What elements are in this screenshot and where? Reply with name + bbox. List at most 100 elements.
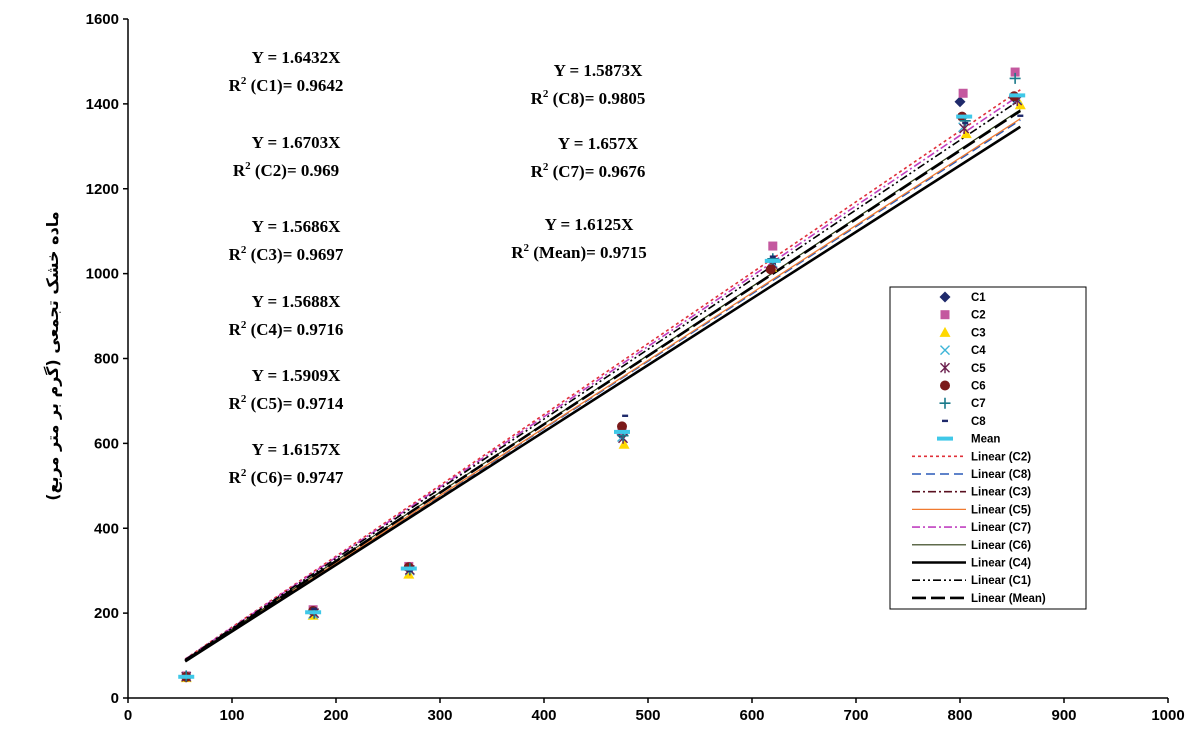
regression-equation: Y = 1.6157X xyxy=(252,440,342,459)
legend-marker xyxy=(940,345,950,356)
legend-box xyxy=(889,286,1087,610)
x-tick-label: 200 xyxy=(323,707,348,724)
legend-label: Linear (C4) xyxy=(971,558,1031,570)
axes: 0 200 400 600 800 1000 1200 1400 1600 0 100 200 300 4… xyxy=(86,11,1185,724)
legend-label: Mean xyxy=(971,434,1000,446)
data-point-c2 xyxy=(1010,67,1020,77)
regression-annotation: Y = 1.657X R2 (C7)= 0.9676 xyxy=(531,134,646,181)
legend-label: C3 xyxy=(971,327,986,339)
r-squared-value: R2 (C7)= 0.9676 xyxy=(531,161,646,181)
legend-entry-c2: C2 xyxy=(940,310,986,322)
y-tick-label: 600 xyxy=(94,435,119,452)
legend-label: Linear (C8) xyxy=(971,469,1031,481)
regression-equation: Y = 1.657X xyxy=(558,134,639,153)
legend-entry-trendline: Linear (C5) xyxy=(912,504,1031,516)
legend-entry-c3: C3 xyxy=(939,326,986,339)
legend-label: Linear (C1) xyxy=(971,575,1031,587)
regression-equation: Y = 1.5686X xyxy=(252,217,342,236)
data-point-c3 xyxy=(403,568,415,579)
legend-label: C5 xyxy=(971,363,986,375)
data-point-mean xyxy=(614,429,630,434)
data-point-c7 xyxy=(1009,72,1021,84)
legend-entry-mean: Mean xyxy=(937,434,1000,446)
data-point-mean xyxy=(305,610,322,615)
regression-equation: Y = 1.6703X xyxy=(252,133,342,152)
legend-entry-c6: C6 xyxy=(940,380,986,393)
legend-label: C7 xyxy=(971,398,986,410)
legend: C1 C2 C3 C4 C5 C6 C7 C8 Mean Linear (C2) Linear (C… xyxy=(889,286,1087,610)
r-squared-value: R2 (C3)= 0.9697 xyxy=(229,244,344,264)
data-point-c2 xyxy=(768,241,778,251)
data-point-mean xyxy=(764,258,781,263)
regression-annotations: Y = 1.6432X R2 (C1)= 0.9642 Y = 1.6703X R2 … xyxy=(229,48,647,487)
legend-label: Linear (C7) xyxy=(971,522,1031,534)
legend-entry-trendline: Linear (C3) xyxy=(912,487,1031,499)
y-axis-label: ماده خشک تجمعی (گرم بر متر مربع) xyxy=(43,211,62,500)
legend-entry-c4: C4 xyxy=(940,345,986,357)
trendline-layer xyxy=(184,89,1022,663)
data-point-mean xyxy=(178,674,195,679)
y-tick-label: 1400 xyxy=(86,96,119,113)
legend-entry-c8: C8 xyxy=(942,416,986,428)
regression-annotation: Y = 1.5688X R2 (C4)= 0.9716 xyxy=(229,292,344,339)
legend-entry-trendline: Linear (C6) xyxy=(912,540,1031,552)
x-tick-label: 300 xyxy=(427,707,452,724)
legend-label: C4 xyxy=(971,345,986,357)
y-tick-label: 800 xyxy=(94,351,119,368)
r-squared-value: R2 (C1)= 0.9642 xyxy=(229,75,344,95)
x-tick-label: 0 xyxy=(124,707,132,724)
regression-equation: Y = 1.5873X xyxy=(554,61,644,80)
x-tick-label: 500 xyxy=(635,707,660,724)
legend-entry-trendline: Linear (C7) xyxy=(912,522,1031,534)
x-tick-label: 100 xyxy=(219,707,244,724)
data-point-c2 xyxy=(958,88,968,98)
legend-marker xyxy=(937,436,953,441)
legend-marker xyxy=(939,326,951,337)
regression-annotation: Y = 1.5686X R2 (C3)= 0.9697 xyxy=(229,217,344,264)
data-point-mean xyxy=(1009,93,1026,98)
legend-label: C6 xyxy=(971,381,986,393)
legend-entry-trendline: Linear (Mean) xyxy=(912,593,1046,605)
regression-annotation: Y = 1.6157X R2 (C6)= 0.9747 xyxy=(229,440,344,487)
legend-marker xyxy=(939,397,951,409)
y-tick-label: 400 xyxy=(94,520,119,537)
legend-marker xyxy=(940,380,950,391)
legend-entry-trendline: Linear (C1) xyxy=(912,575,1031,587)
x-tick-label: 600 xyxy=(739,707,764,724)
x-tick-label: 1000 xyxy=(1151,707,1184,724)
legend-entry-c1: C1 xyxy=(939,291,986,304)
r-squared-value: R2 (C8)= 0.9805 xyxy=(531,88,646,108)
y-tick-label: 1000 xyxy=(86,266,119,283)
regression-annotation: Y = 1.6703X R2 (C2)= 0.969 xyxy=(233,133,341,180)
regression-annotation: Y = 1.6125X R2 (Mean)= 0.9715 xyxy=(511,215,647,262)
legend-entry-trendline: Linear (C4) xyxy=(912,558,1031,570)
y-tick-label: 1200 xyxy=(86,181,119,198)
trendline-linear-mean xyxy=(184,109,1022,662)
legend-marker xyxy=(939,291,951,303)
r-squared-value: R2 (C4)= 0.9716 xyxy=(229,319,344,339)
r-squared-value: R2 (Mean)= 0.9715 xyxy=(511,242,647,262)
data-point-layer xyxy=(178,67,1026,683)
trendline-linear-c4 xyxy=(184,125,1022,663)
legend-marker xyxy=(940,310,950,320)
trendline-linear-c2 xyxy=(184,89,1021,660)
x-tick-label: 700 xyxy=(843,707,868,724)
x-tick-label: 900 xyxy=(1051,707,1076,724)
y-tick-label: 0 xyxy=(111,690,119,707)
legend-label: C8 xyxy=(971,416,986,428)
legend-label: C1 xyxy=(971,292,986,304)
regression-annotation: Y = 1.5873X R2 (C8)= 0.9805 xyxy=(531,61,646,108)
r-squared-value: R2 (C5)= 0.9714 xyxy=(229,393,344,413)
data-point-c6 xyxy=(765,264,776,275)
y-tick-label: 200 xyxy=(94,605,119,622)
legend-entry-trendline: Linear (C8) xyxy=(912,469,1031,481)
data-point-c8 xyxy=(1017,114,1024,117)
x-tick-label: 800 xyxy=(947,707,972,724)
legend-marker xyxy=(940,362,950,374)
r-squared-value: R2 (C6)= 0.9747 xyxy=(229,467,344,487)
data-point-c5 xyxy=(959,122,970,134)
data-point-c8 xyxy=(406,569,413,572)
legend-label: C2 xyxy=(971,310,986,322)
regression-equation: Y = 1.5909X xyxy=(252,366,342,385)
legend-label: Linear (C2) xyxy=(971,451,1031,463)
